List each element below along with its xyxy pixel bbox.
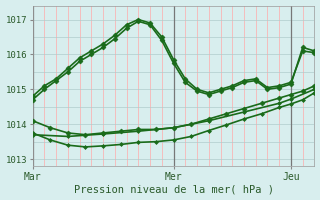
X-axis label: Pression niveau de la mer( hPa ): Pression niveau de la mer( hPa ): [74, 184, 274, 194]
